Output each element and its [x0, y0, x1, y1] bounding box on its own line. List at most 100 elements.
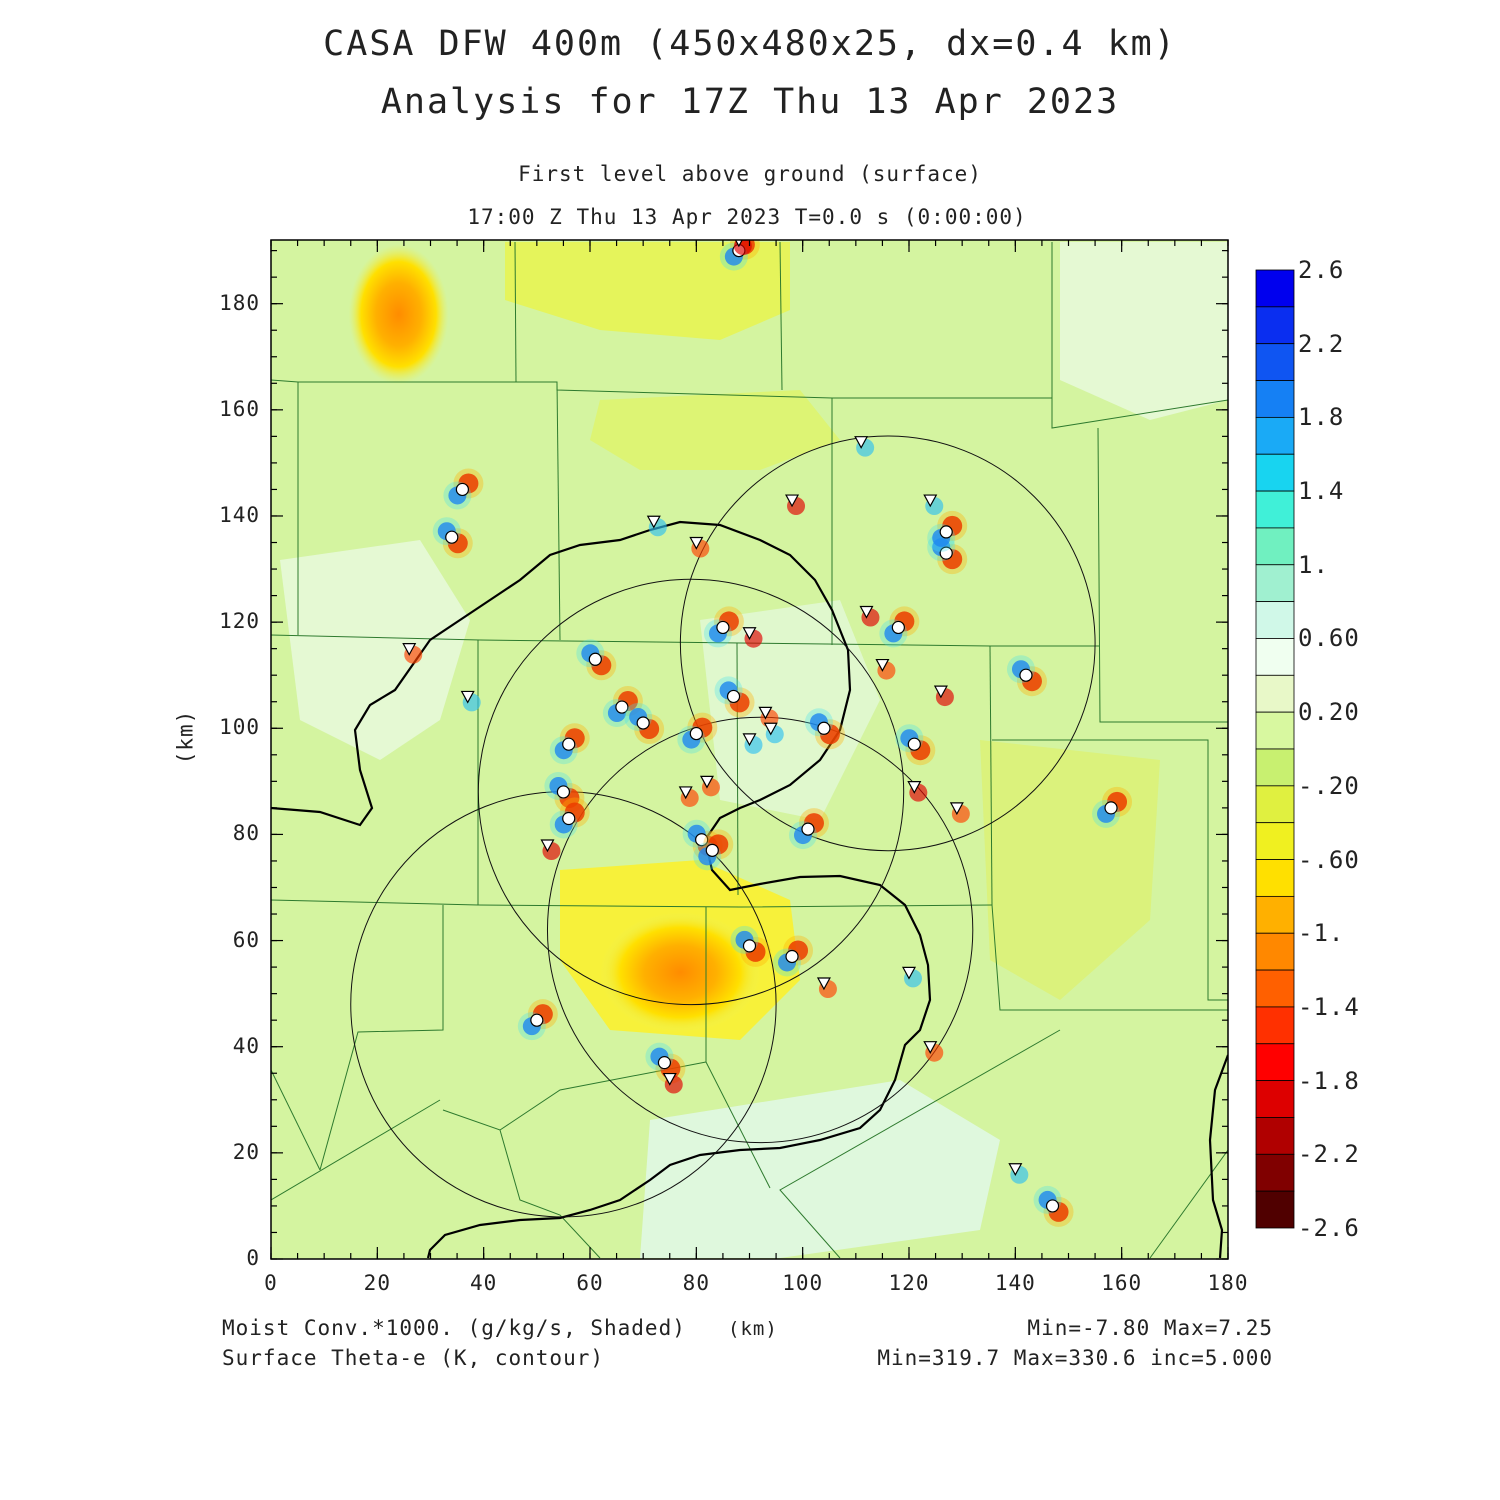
colorbar-swatch — [1255, 343, 1295, 381]
colorbar-swatch — [1255, 527, 1295, 566]
station-triangle — [678, 786, 699, 807]
colorbar-label: 1.4 — [1298, 477, 1345, 506]
colorbar-label: -.60 — [1298, 845, 1360, 874]
y-tick-label: 20 — [232, 1139, 260, 1164]
station-circle — [714, 676, 755, 718]
y-axis-label: (km) — [173, 709, 198, 765]
county-borders — [271, 241, 1228, 1259]
shading-field-label: Moist Conv.*1000. (g/kg/s, Shaded) — [222, 1316, 686, 1340]
y-tick-label: 180 — [219, 290, 260, 315]
x-tick-label: 20 — [363, 1271, 391, 1295]
station-triangle — [540, 839, 561, 861]
station-markers — [402, 240, 1133, 1227]
station-circle — [895, 724, 936, 766]
convergence-shading — [280, 242, 1228, 1258]
station-circle — [788, 808, 829, 850]
y-tick-label: 40 — [232, 1033, 260, 1058]
colorbar-label: 2.2 — [1298, 329, 1345, 358]
station-circle — [517, 999, 558, 1041]
station-triangle — [949, 802, 970, 823]
station-triangle — [785, 494, 806, 516]
colorbar-swatch — [1255, 932, 1295, 971]
station-triangle — [699, 775, 720, 797]
colorbar-swatch — [1255, 1117, 1295, 1155]
station-triangle — [907, 781, 928, 802]
plot-subtitle: Analysis for 17Z Thu 13 Apr 2023 — [380, 82, 1120, 122]
colorbar-label: -2.2 — [1298, 1140, 1360, 1169]
colorbar-label: 0.60 — [1298, 624, 1360, 653]
station-triangle — [933, 685, 954, 707]
x-tick-label: 40 — [470, 1271, 498, 1295]
colorbar-label: -1.8 — [1298, 1066, 1360, 1095]
colorbar-swatch — [1255, 785, 1295, 824]
station-circle — [624, 702, 665, 744]
station-circle — [927, 510, 968, 552]
station-triangle — [816, 977, 837, 999]
x-tick-label: 120 — [888, 1271, 930, 1295]
colorbar-label: 1.8 — [1298, 403, 1345, 432]
colorbar-swatch — [1255, 1190, 1295, 1229]
colorbar-swatch — [1255, 895, 1295, 934]
level-label: First level above ground (surface) — [518, 162, 982, 186]
station-triangle — [859, 605, 880, 627]
colorbar-swatch — [1255, 269, 1295, 308]
contour-stats: Min=319.7 Max=330.6 inc=5.000 — [877, 1346, 1273, 1370]
station-circle — [693, 829, 734, 871]
station-triangle — [402, 643, 423, 664]
colorbar-swatch — [1255, 969, 1295, 1008]
colorbar-swatch — [1255, 1153, 1295, 1192]
colorbar-label: 0.20 — [1298, 698, 1360, 727]
colorbar-swatch — [1255, 859, 1295, 897]
colorbar-label: -.20 — [1298, 771, 1360, 800]
x-tick-label: 100 — [782, 1271, 824, 1295]
colorbar-swatch — [1255, 1080, 1295, 1118]
theta-e-contour — [271, 520, 1228, 1259]
station-circle — [576, 639, 617, 681]
colorbar-label: 2.6 — [1298, 256, 1345, 284]
x-tick-label: 80 — [682, 1271, 710, 1295]
station-circle — [1033, 1185, 1074, 1227]
contour-field-label: Surface Theta-e (K, contour) — [222, 1346, 605, 1370]
colorbar-swatch — [1255, 822, 1295, 860]
convergence-maximum — [348, 244, 449, 385]
station-circle — [773, 935, 814, 977]
radar-range-ring — [546, 716, 974, 1144]
colorbar-swatch — [1255, 638, 1295, 676]
station-triangle — [854, 436, 875, 457]
station-triangle — [923, 494, 944, 516]
colorbar-swatch — [1255, 564, 1295, 603]
station-circle — [1092, 786, 1133, 828]
station-triangle — [742, 733, 763, 754]
station-triangle — [662, 1072, 683, 1094]
station-triangle — [689, 536, 710, 558]
plot-title: CASA DFW 400m (450x480x25, dx=0.4 km) — [323, 24, 1177, 64]
station-circle — [730, 925, 771, 967]
station-circle — [677, 712, 718, 754]
station-circle — [549, 797, 590, 839]
colorbar-swatch — [1255, 416, 1295, 455]
station-triangle — [875, 658, 896, 680]
station-circle — [1006, 655, 1047, 697]
colorbar-swatch — [1255, 1043, 1295, 1082]
x-tick-label: 60 — [576, 1271, 604, 1295]
colorbar-swatch — [1255, 601, 1295, 639]
time-label: 17:00 Z Thu 13 Apr 2023 T=0.0 s (0:00:00… — [467, 205, 1027, 229]
y-tick-label: 60 — [232, 927, 260, 952]
radar-range-ring — [477, 578, 905, 1006]
y-tick-label: 160 — [219, 396, 260, 421]
colorbar-label: -2.6 — [1298, 1214, 1360, 1242]
station-circle — [549, 723, 590, 765]
station-circle — [544, 771, 585, 813]
colorbar-swatch — [1255, 453, 1295, 492]
radar-range-rings — [350, 435, 1096, 1218]
radar-range-ring — [679, 435, 1096, 852]
station-triangle — [923, 1041, 944, 1062]
colorbar-swatch — [1255, 711, 1295, 750]
colorbar-label: 1. — [1298, 550, 1329, 579]
y-tick-label: 120 — [219, 609, 260, 634]
station-triangle — [901, 966, 922, 988]
x-tick-label: 0 — [264, 1271, 278, 1295]
station-circle — [703, 606, 744, 648]
station-triangle — [742, 627, 763, 648]
